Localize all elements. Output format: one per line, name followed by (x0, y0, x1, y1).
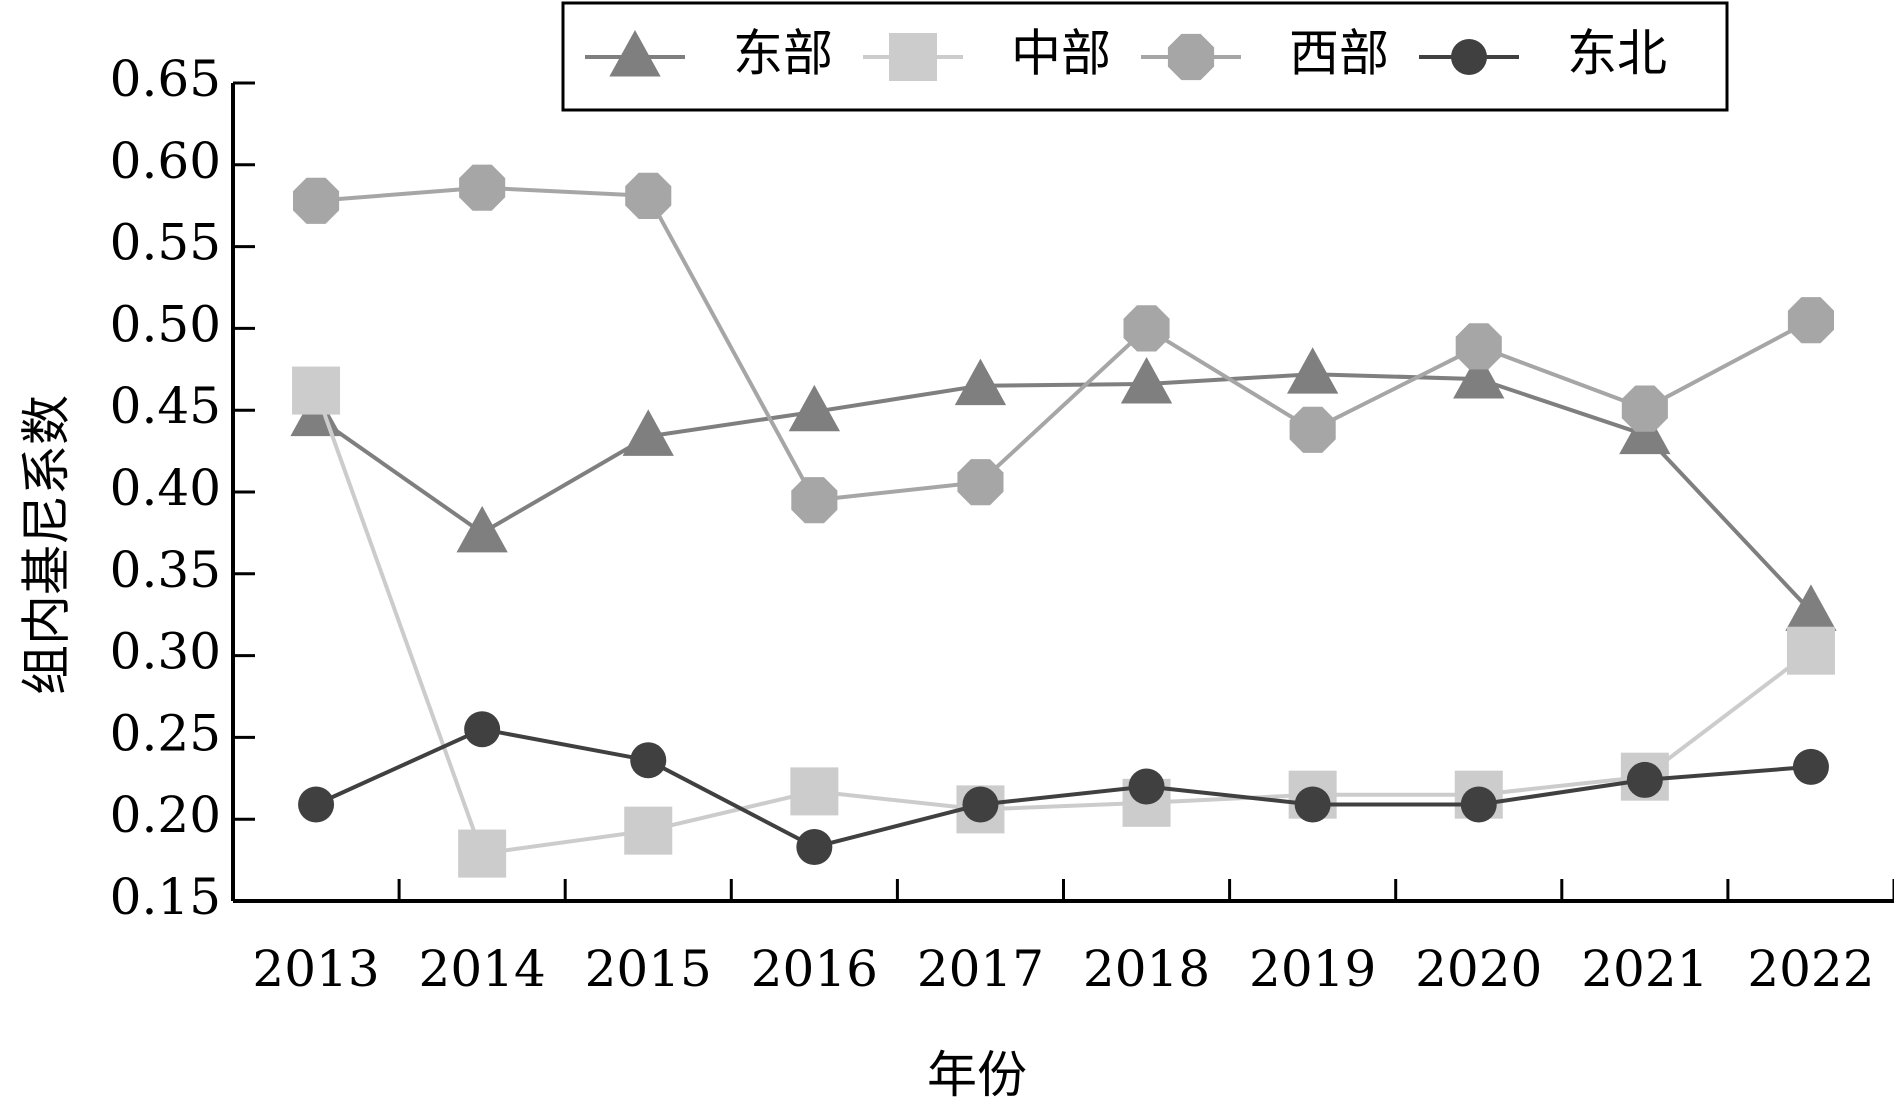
x-axis-title: 年份 (927, 1046, 1027, 1104)
data-point (1123, 305, 1170, 352)
legend-marker (889, 33, 937, 81)
data-point (1792, 748, 1829, 785)
data-point (791, 477, 838, 524)
data-point (630, 742, 667, 779)
legend-marker (1451, 39, 1487, 75)
data-point (459, 164, 506, 211)
x-tick-label: 2021 (1581, 940, 1708, 998)
series-3 (293, 164, 1834, 524)
y-tick-label: 0.15 (110, 868, 221, 926)
data-point (954, 358, 1007, 406)
data-point (1289, 406, 1336, 453)
series-layer (290, 164, 1837, 878)
data-point (456, 505, 508, 553)
data-point (1621, 385, 1668, 432)
x-tick-label: 2017 (917, 940, 1044, 998)
data-point (1626, 761, 1663, 798)
data-point (292, 366, 341, 415)
x-tick-label: 2013 (252, 940, 379, 998)
y-tick-label: 0.45 (110, 377, 221, 435)
y-tick-label: 0.25 (110, 704, 221, 762)
y-tick-label: 0.20 (110, 786, 221, 844)
data-point (790, 767, 839, 816)
series-line (315, 185, 1812, 503)
series-1 (290, 347, 1837, 631)
data-point (1128, 768, 1165, 805)
data-point (957, 459, 1004, 506)
legend-label: 东部 (733, 25, 833, 83)
data-point (1455, 323, 1502, 370)
data-point (293, 177, 340, 224)
data-point (1287, 347, 1339, 394)
x-tick-label: 2015 (585, 940, 712, 998)
series-line (315, 727, 1812, 849)
legend-label: 东北 (1567, 25, 1667, 83)
data-point (1785, 584, 1837, 631)
data-point (1294, 786, 1331, 823)
y-tick-label: 0.65 (110, 50, 221, 108)
x-tick-label: 2020 (1415, 940, 1542, 998)
data-point (622, 409, 674, 456)
data-point (962, 786, 999, 823)
data-point (1453, 352, 1505, 399)
legend-label: 中部 (1011, 25, 1111, 83)
y-tick-label: 0.35 (110, 541, 221, 599)
legend: 东部 中部 西部 东北 (561, 1, 1729, 112)
y-tick-label: 0.30 (110, 623, 221, 681)
data-point (1460, 786, 1497, 823)
data-point (1786, 626, 1835, 675)
series-line (314, 372, 1813, 613)
data-point (458, 829, 507, 878)
x-tick-label: 2018 (1083, 940, 1210, 998)
data-point (796, 829, 833, 866)
series-4 (298, 711, 1829, 866)
y-tick-label: 0.50 (110, 295, 221, 353)
y-tick-label: 0.60 (110, 132, 221, 190)
x-tick-label: 2019 (1249, 940, 1376, 998)
y-tick-label: 0.40 (110, 459, 221, 517)
legend-label: 西部 (1289, 25, 1389, 83)
series-line (314, 389, 1813, 856)
data-point (625, 172, 672, 219)
data-point (788, 384, 840, 432)
series-2 (292, 366, 1835, 878)
x-tick-label: 2014 (419, 940, 546, 998)
legend-marker (609, 30, 661, 77)
data-point (1120, 357, 1173, 404)
data-point (1787, 297, 1834, 344)
data-point (298, 786, 335, 823)
y-axis-title: 组内基尼系数 (18, 395, 76, 695)
legend-marker (1167, 33, 1215, 81)
data-point (624, 806, 673, 855)
data-point (464, 711, 501, 748)
y-tick-label: 0.55 (110, 214, 221, 272)
y-axis-ticks: 0.15 0.20 0.25 0.30 0.35 0.40 0.45 0.50 0.55 0.60… (110, 50, 255, 926)
x-tick-label: 2016 (751, 940, 878, 998)
x-axis-ticks: 2013 2014 2015 2016 2017 2018 2019 2020 2021 2022 (252, 879, 1894, 998)
x-tick-label: 2022 (1747, 940, 1874, 998)
